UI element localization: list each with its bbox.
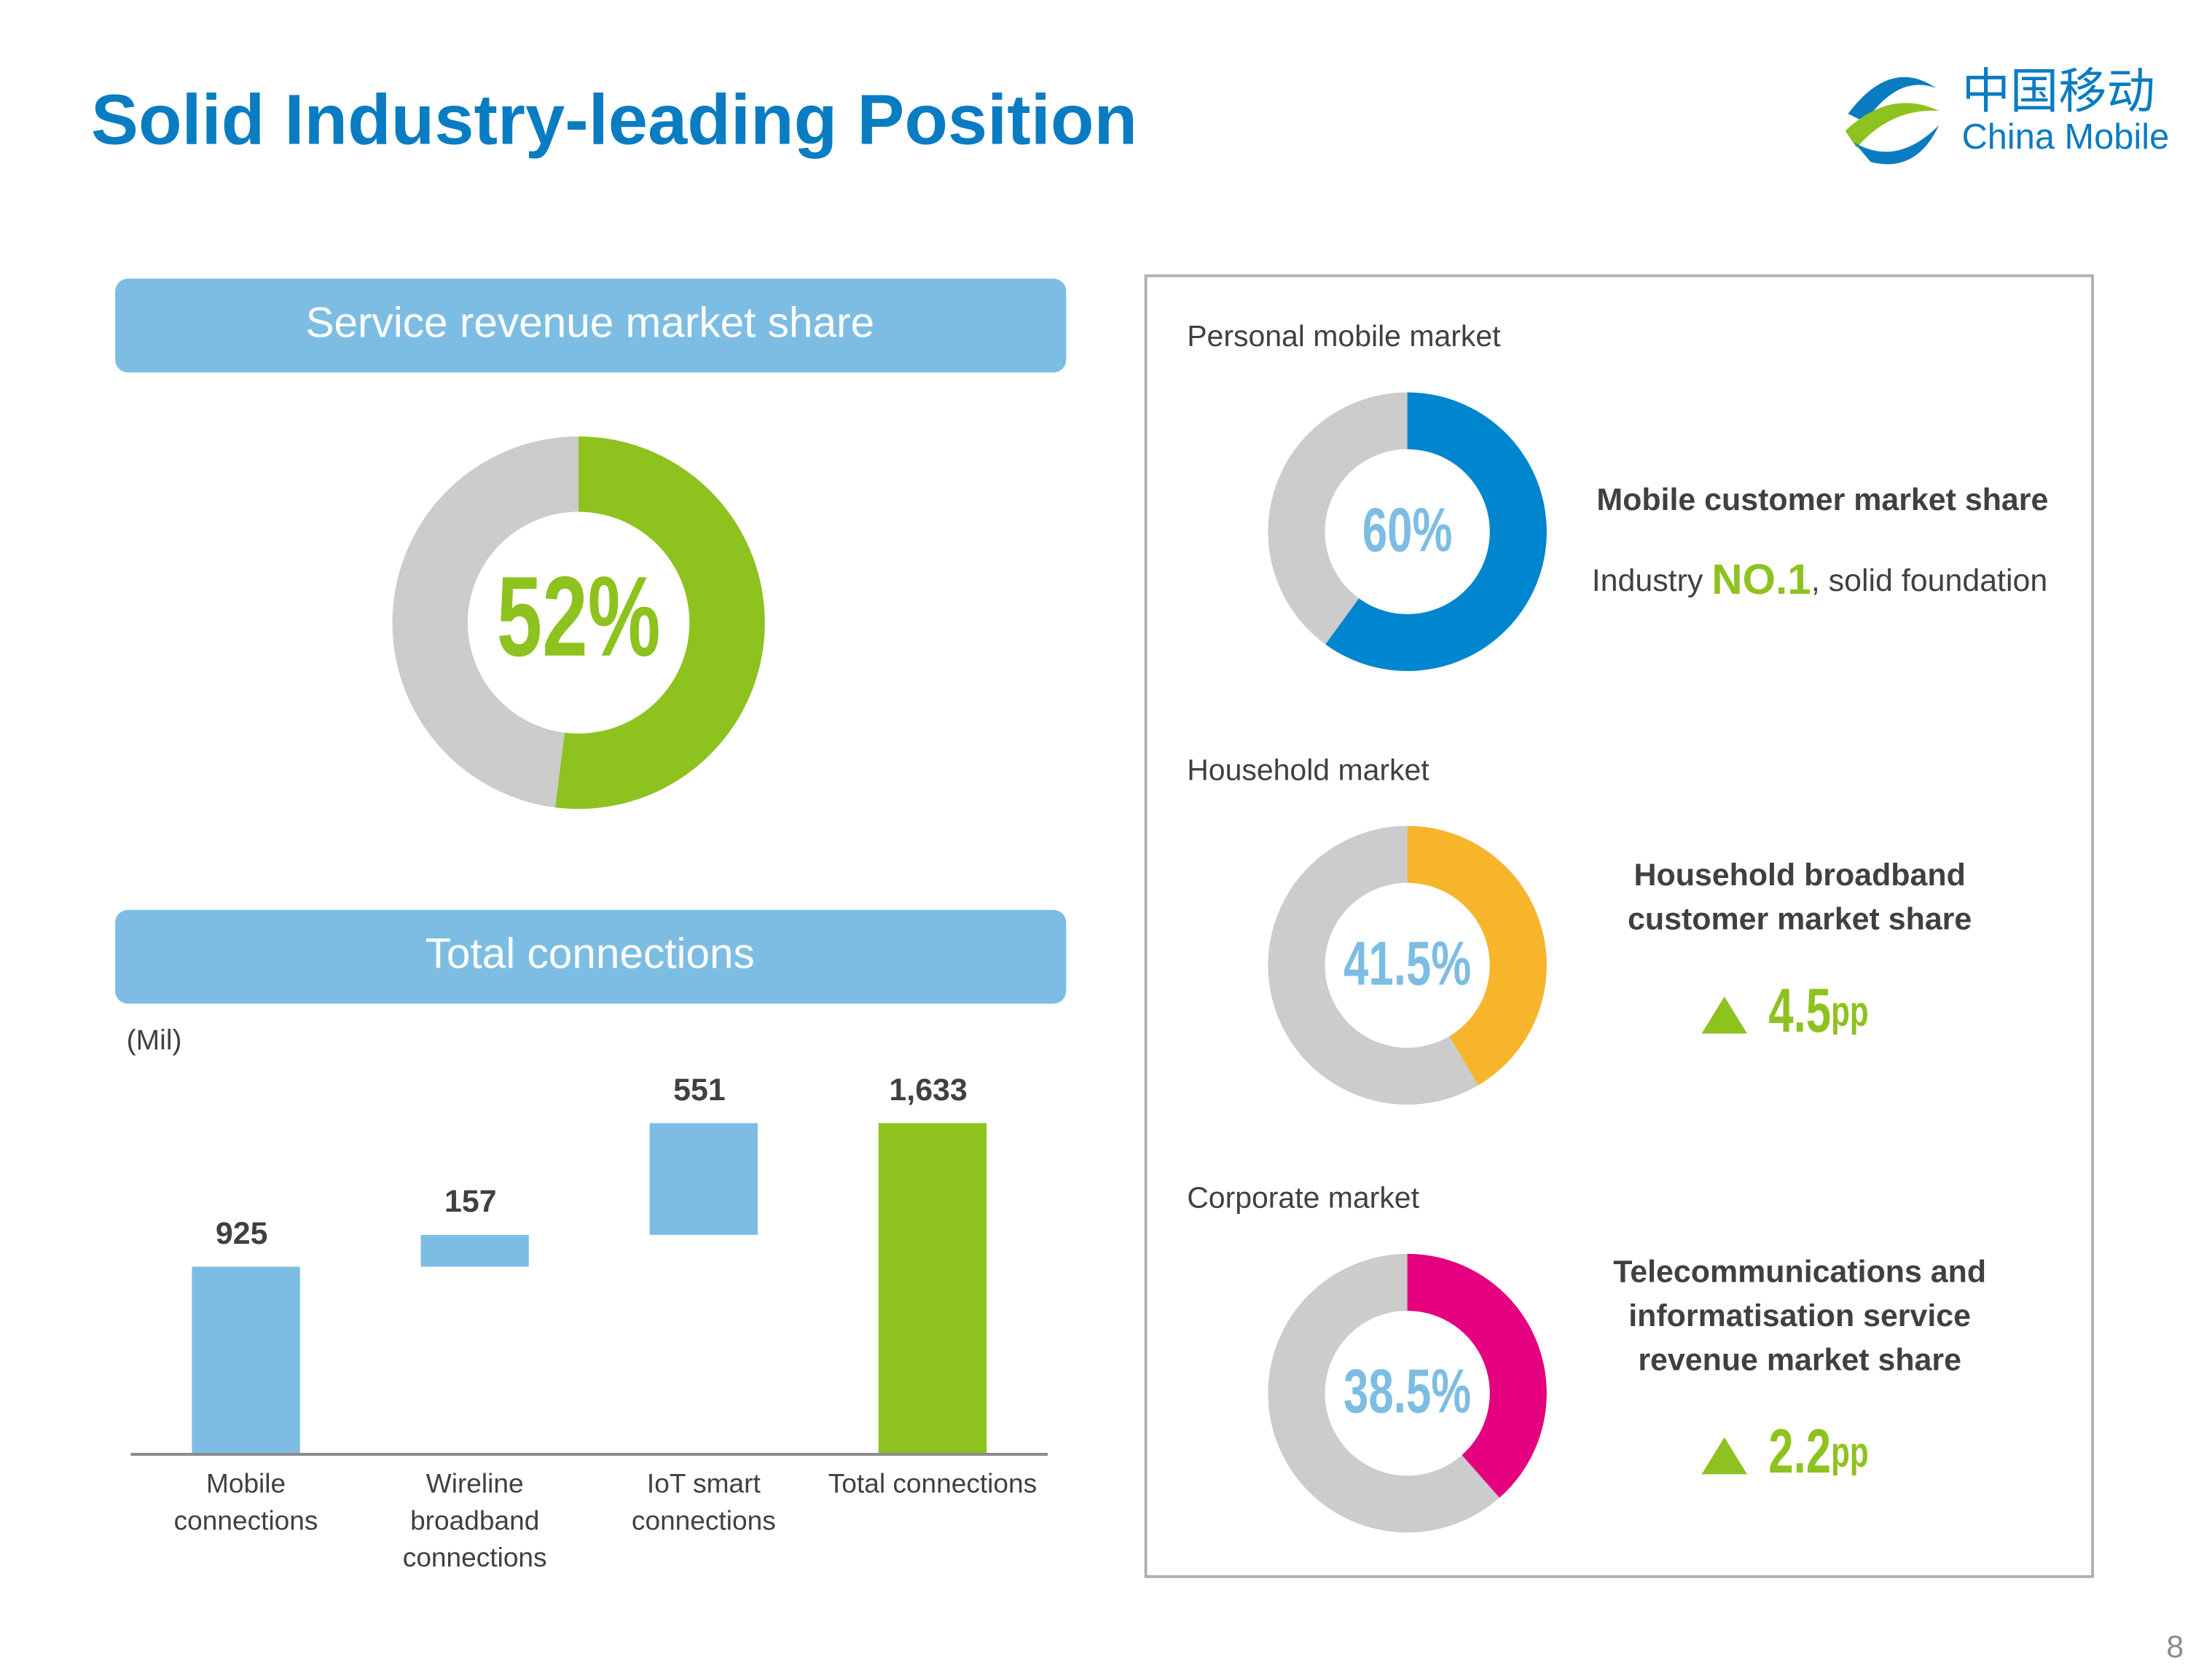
note-part: NO.1 [1711,556,1811,603]
center-label-group: 52% [497,553,661,680]
unit-label: (Mil) [127,1024,182,1056]
category-label: broadband [410,1505,539,1535]
note-part: , solid foundation [1811,563,2047,598]
center-label: 38.5% [1344,1356,1471,1426]
change-value: 2.2 [1768,1416,1831,1486]
heading: Household broadband [1634,858,1966,893]
up-triangle [1701,1437,1747,1475]
donut-segment [1325,392,1547,671]
logo-mark [1848,77,1937,122]
center-label-group: 41.5% [1344,928,1471,997]
section-label: Personal mobile market [1187,319,1501,353]
logo-mark [1854,125,1940,165]
note-part: Industry [1592,563,1712,598]
heading: Telecommunications and [1613,1255,1986,1290]
change-label: 2.2pp [1768,1416,1868,1486]
panel-border [1144,274,2095,1578]
category-label: connections [403,1542,547,1572]
logo: 中国移动 China Mobile [1845,65,2170,165]
bar [649,1123,758,1235]
change-label: 4.5pp [1768,975,1868,1045]
change-unit: pp [1831,1429,1868,1476]
header-bar [115,909,1067,1004]
donut-segment [1407,826,1547,1086]
value-label: 551 [673,1073,726,1108]
section-label: Corporate market [1187,1181,1419,1215]
heading: customer market share [1628,902,1972,937]
page-number: 8 [2166,1630,2184,1665]
header-title: Total connections [425,930,755,978]
bar [192,1266,300,1455]
category-label: connections [174,1505,318,1535]
category-label: Wireline [426,1468,524,1499]
center-label-group: 60% [1362,494,1453,564]
heading: informatisation service [1628,1298,1971,1333]
category-label: connections [632,1505,776,1535]
category-label: Total connections [828,1468,1037,1499]
heading: Mobile customer market share [1596,482,2048,517]
header-title: Service revenue market share [305,299,874,346]
bar [878,1123,987,1455]
center-label: 60% [1362,494,1453,564]
category-label: Mobile [206,1468,286,1499]
donut-segment [1407,1253,1547,1498]
section-label: Household market [1187,753,1429,786]
bar [420,1234,529,1267]
logo-mark [1845,103,1940,148]
logo-chinese: 中国移动 [1962,65,2155,119]
center-label-group: 38.5% [1344,1356,1471,1426]
value-label: 925 [216,1216,268,1251]
header-bar [115,278,1067,373]
slide-title: Solid Industry-leading Position [91,79,1137,159]
value-label: 1,633 [889,1073,967,1108]
note: Industry NO.1, solid foundation [1592,556,2048,603]
donut-segment [555,436,765,809]
heading: revenue market share [1638,1343,1961,1378]
center-label: 41.5% [1344,928,1471,997]
value-label: 157 [444,1184,497,1219]
up-triangle [1701,996,1747,1034]
change-group: 2.2pp [1768,1416,1868,1486]
change-value: 4.5 [1768,975,1831,1045]
change-unit: pp [1831,988,1868,1035]
change-group: 4.5pp [1768,975,1868,1045]
center-label: 52% [497,553,661,680]
category-label: IoT smart [647,1468,761,1499]
logo-english: China Mobile [1962,117,2170,157]
